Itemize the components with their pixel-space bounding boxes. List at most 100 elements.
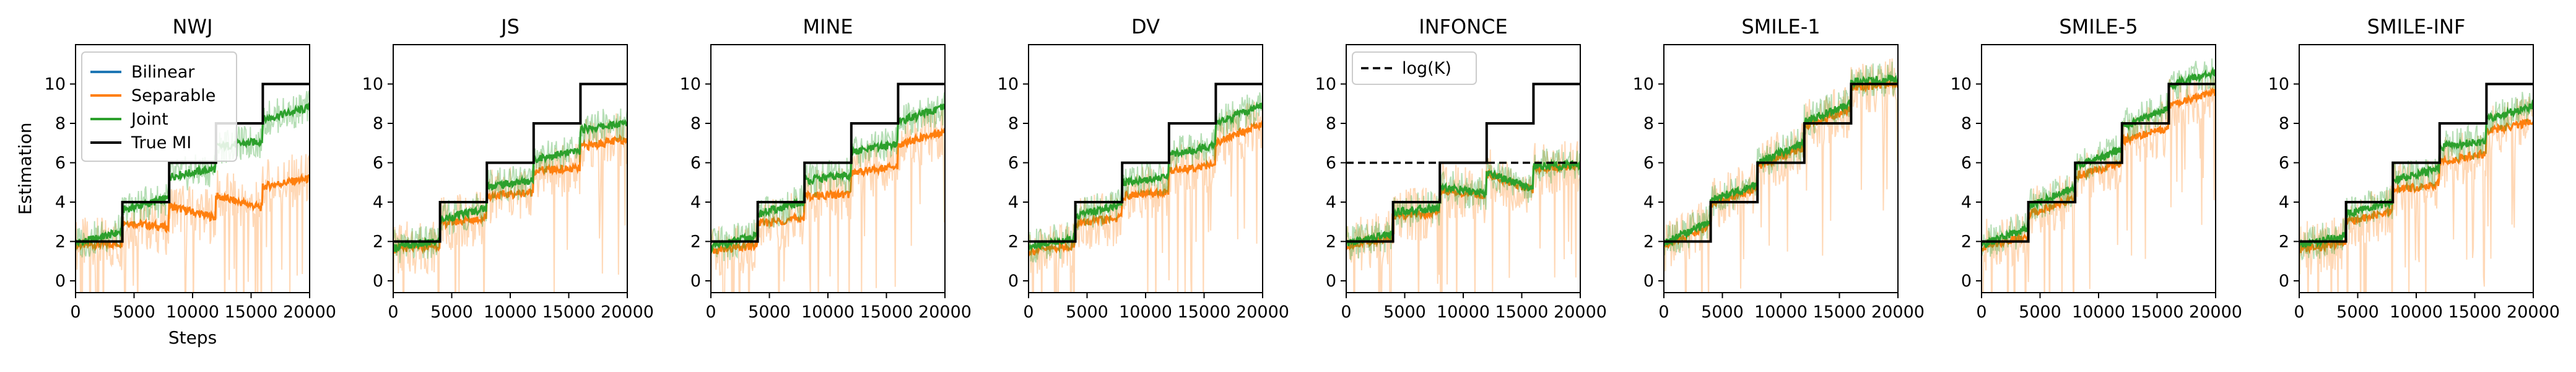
x-tick-label: 5000 — [1701, 303, 1744, 322]
x-tick-label: 20000 — [283, 303, 336, 322]
true-mi-line — [1346, 82, 1580, 243]
x-tick-label: 20000 — [601, 303, 654, 322]
y-tick-label: 4 — [1643, 193, 1654, 212]
y-tick-label: 10 — [680, 74, 701, 94]
y-tick-label: 0 — [373, 272, 383, 291]
plot-area — [76, 82, 310, 293]
x-tick-label: 20000 — [2507, 303, 2560, 322]
panel-smile-inf: SMILE-INF 0 5000 10000 15000 20000 0 2 4 6 8 10 — [2268, 15, 2560, 322]
series-separable-line — [711, 127, 945, 255]
y-tick-label: 6 — [1961, 153, 1972, 172]
series-joint-line — [76, 101, 310, 247]
y-tick-label: 2 — [2279, 232, 2289, 251]
x-tick-label: 15000 — [1813, 303, 1866, 322]
y-tick-label: 6 — [1326, 153, 1336, 172]
panel-smile-1: SMILE-1 0 5000 10000 15000 20000 0 2 4 6 8 10 — [1633, 15, 1925, 322]
plot-area — [2299, 82, 2533, 293]
y-tick-label: 8 — [1008, 114, 1019, 133]
x-tick-label: 15000 — [225, 303, 278, 322]
plot-area — [1982, 58, 2216, 293]
y-tick-label: 8 — [1643, 114, 1654, 133]
y-tick-label: 2 — [1961, 232, 1972, 251]
x-tick-label: 10000 — [1119, 303, 1172, 322]
panel-title: JS — [500, 15, 520, 38]
y-tick-label: 0 — [1326, 272, 1336, 291]
y-tick-label: 10 — [1315, 74, 1336, 94]
y-axis-label: Estimation — [15, 122, 35, 215]
y-tick-label: 8 — [690, 114, 701, 133]
x-tick-label: 15000 — [860, 303, 913, 322]
panel-nwj: NWJ 0 5000 10000 15000 20000 0 2 4 6 8 10 Estimation… — [15, 15, 336, 348]
x-tick-label: 5000 — [748, 303, 791, 322]
reference-legend-box — [1352, 51, 1477, 85]
series-separable-line — [1029, 120, 1263, 257]
y-tick-label: 6 — [55, 153, 66, 172]
y-tick-label: 0 — [1008, 272, 1019, 291]
x-tick-label: 20000 — [918, 303, 972, 322]
panel-smile-5: SMILE-5 0 5000 10000 15000 20000 0 2 4 6 8 10 — [1951, 15, 2242, 322]
y-tick-label: 4 — [690, 193, 701, 212]
series-separable-line — [393, 134, 627, 254]
true-mi-line — [393, 82, 627, 243]
y-tick-label: 2 — [373, 232, 383, 251]
x-tick-label: 5000 — [1383, 303, 1426, 322]
x-tick-label: 0 — [1341, 303, 1351, 322]
y-tick-label: 10 — [2268, 74, 2289, 94]
x-tick-label: 15000 — [2448, 303, 2502, 322]
series-joint-raw — [1029, 92, 1263, 263]
series-joint-raw — [76, 91, 310, 258]
reference-legend-label: log(K) — [1402, 59, 1451, 78]
series-joint-line — [2299, 99, 2533, 249]
y-tick-label: 4 — [1008, 193, 1019, 212]
y-tick-label: 2 — [1326, 232, 1336, 251]
x-tick-label: 20000 — [1871, 303, 1925, 322]
x-tick-label: 10000 — [484, 303, 537, 322]
y-tick-label: 8 — [1961, 114, 1972, 133]
y-tick-label: 4 — [1961, 193, 1972, 212]
panel-infonce: INFONCE 0 5000 10000 15000 20000 0 2 4 6 8 10 log(K) — [1315, 15, 1607, 322]
x-tick-label: 10000 — [166, 303, 219, 322]
series-joint-line — [1346, 158, 1580, 247]
x-tick-label: 0 — [70, 303, 80, 322]
true-mi-line — [1664, 82, 1898, 243]
series-joint-line — [1664, 74, 1898, 247]
x-tick-label: 5000 — [430, 303, 473, 322]
x-tick-label: 0 — [2294, 303, 2304, 322]
y-tick-label: 10 — [1951, 74, 1972, 94]
y-tick-label: 8 — [373, 114, 383, 133]
true-mi-line — [711, 82, 945, 243]
legend-label-separable: Separable — [131, 86, 215, 105]
series-joint-line — [711, 103, 945, 255]
x-tick-label: 0 — [1658, 303, 1669, 322]
y-tick-label: 2 — [690, 232, 701, 251]
x-tick-label: 0 — [1023, 303, 1033, 322]
series-separable-raw — [1346, 141, 1580, 293]
x-tick-label: 0 — [705, 303, 716, 322]
panel-title: SMILE-5 — [2059, 15, 2138, 38]
y-tick-label: 4 — [1326, 193, 1336, 212]
series-joint-line — [393, 118, 627, 254]
series-joint-line — [1982, 66, 2216, 248]
series-separable-raw — [2299, 96, 2533, 293]
y-tick-label: 4 — [55, 193, 66, 212]
y-tick-label: 0 — [55, 272, 66, 291]
legend-label-joint: Joint — [130, 110, 168, 129]
x-tick-label: 0 — [1976, 303, 1986, 322]
panel-title: SMILE-1 — [1741, 15, 1820, 38]
y-tick-label: 6 — [2279, 153, 2289, 172]
x-tick-label: 15000 — [1495, 303, 1549, 322]
y-tick-label: 0 — [690, 272, 701, 291]
y-tick-label: 2 — [1643, 232, 1654, 251]
x-tick-label: 10000 — [2390, 303, 2443, 322]
legend-label-bilinear: Bilinear — [131, 63, 195, 82]
y-tick-label: 0 — [1961, 272, 1972, 291]
panel-title: NWJ — [172, 15, 212, 38]
x-tick-label: 5000 — [2019, 303, 2061, 322]
panel-js: JS 0 5000 10000 15000 20000 0 2 4 6 8 10 — [362, 15, 654, 322]
x-tick-label: 5000 — [113, 303, 155, 322]
x-tick-label: 5000 — [1066, 303, 1108, 322]
y-tick-label: 8 — [1326, 114, 1336, 133]
y-tick-label: 10 — [45, 74, 66, 94]
series-separable-line — [1982, 87, 2216, 252]
